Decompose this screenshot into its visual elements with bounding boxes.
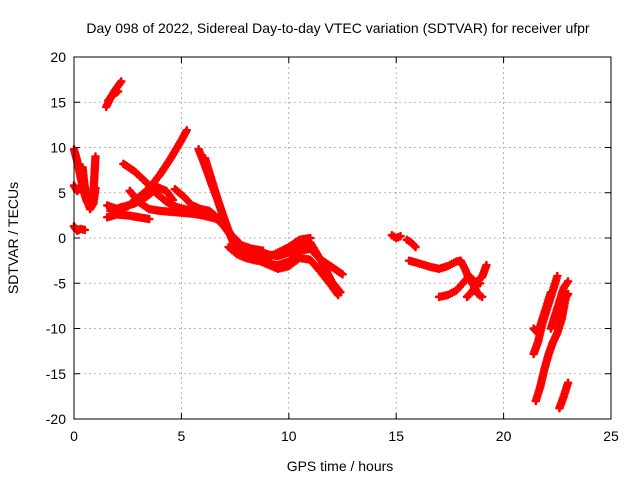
data-point <box>182 126 192 135</box>
x-axis-label: GPS time / hours <box>287 458 394 474</box>
series-arc-17 <box>402 235 420 252</box>
grid <box>74 57 611 419</box>
series-arc-06 <box>104 87 123 105</box>
data-point <box>563 378 573 388</box>
chart-title: Day 098 of 2022, Sidereal Day-to-day VTE… <box>86 20 590 36</box>
data-point <box>116 77 126 86</box>
data-point <box>333 290 343 300</box>
series-arc-14 <box>200 154 343 300</box>
series-arc-23 <box>531 289 573 406</box>
x-tick-label: 5 <box>178 428 186 444</box>
y-axis-label: SDTVAR / TECUs <box>5 182 21 294</box>
data-point <box>477 292 487 302</box>
data-point <box>475 278 485 288</box>
data-point <box>396 231 405 241</box>
x-tick-label: 20 <box>496 428 512 444</box>
plot-frame <box>73 56 612 420</box>
series-arc-15 <box>224 233 315 265</box>
y-tick-label: 10 <box>50 140 66 156</box>
data-point <box>338 269 347 279</box>
x-tick-label: 0 <box>70 428 78 444</box>
x-tick-label: 25 <box>603 428 619 444</box>
series-arc-12 <box>170 184 345 297</box>
x-tick-label: 15 <box>388 428 404 444</box>
y-tick-label: 5 <box>58 185 66 201</box>
tick-labels: 0 5 10 15 20 25 -20 -15 -10 -5 0 5 10 15 20 <box>46 49 619 444</box>
data-point <box>91 183 100 193</box>
data-point <box>80 225 90 235</box>
data-point <box>91 152 100 161</box>
y-tick-label: -15 <box>46 366 66 382</box>
data-series <box>69 77 573 413</box>
data-point <box>482 260 491 270</box>
data-point <box>546 288 556 297</box>
data-point <box>113 87 123 96</box>
data-point <box>144 214 154 224</box>
series-arc-16 <box>387 230 405 243</box>
series-arc-25 <box>555 378 573 413</box>
series-arc-24 <box>546 277 573 333</box>
y-tick-label: -10 <box>46 321 66 337</box>
data-point <box>553 271 562 281</box>
y-tick-label: -5 <box>54 275 67 291</box>
data-point <box>411 242 420 252</box>
x-tick-label: 10 <box>281 428 297 444</box>
data-point <box>563 277 573 286</box>
series-arc-07 <box>102 210 154 224</box>
series-arc-22 <box>529 288 556 338</box>
y-tick-label: 15 <box>50 94 66 110</box>
series-arc-03 <box>78 163 100 214</box>
y-tick-label: -20 <box>46 411 66 427</box>
data-point <box>305 233 315 243</box>
series-arc-20 <box>462 278 485 302</box>
y-tick-label: 20 <box>50 49 66 65</box>
y-tick-label: 0 <box>58 230 66 246</box>
data-point <box>563 289 573 299</box>
